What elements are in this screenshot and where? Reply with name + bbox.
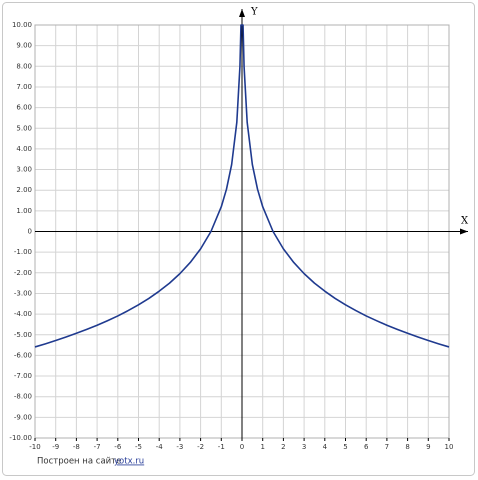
- y-axis-arrow: [239, 9, 245, 17]
- y-tick-label: 9.00: [16, 42, 32, 50]
- y-tick-label: 1.00: [16, 207, 32, 215]
- footer-text: Построен на сайте: [37, 457, 121, 467]
- y-tick-label: 2.00: [16, 186, 32, 194]
- x-tick-label: 1: [260, 443, 264, 451]
- x-tick-label: 5: [343, 443, 347, 451]
- x-tick-label: -2: [197, 443, 204, 451]
- y-tick-label: -5.00: [14, 331, 32, 339]
- x-tick-label: -9: [52, 443, 59, 451]
- x-tick-label: 9: [426, 443, 430, 451]
- x-tick-label: -4: [156, 443, 164, 451]
- x-tick-label: -1: [218, 443, 225, 451]
- y-tick-label: 5.00: [16, 124, 32, 132]
- x-tick-label: 3: [302, 443, 306, 451]
- y-tick-label: 6.00: [16, 104, 32, 112]
- y-tick-label: -9.00: [14, 413, 32, 421]
- y-tick-label: 8.00: [16, 62, 32, 70]
- y-tick-label: -10.00: [9, 434, 32, 442]
- frame: [2, 2, 475, 476]
- curve: [34, 24, 450, 348]
- y-tick-label: 0: [28, 228, 32, 236]
- x-tick-label: -10: [29, 443, 40, 451]
- y-tick-label: -6.00: [14, 351, 32, 359]
- y-tick-label: -2.00: [14, 269, 32, 277]
- y-tick-label: -4.00: [14, 310, 32, 318]
- x-tick-label: 10: [445, 443, 454, 451]
- y-tick-label: -3.00: [14, 289, 32, 297]
- x-tick-label: 8: [405, 443, 409, 451]
- y-tick-label: 7.00: [16, 83, 32, 91]
- x-axis-label: X: [461, 216, 469, 227]
- x-tick-label: -7: [94, 443, 101, 451]
- x-tick-label: -5: [135, 443, 142, 451]
- x-tick-label: 7: [385, 443, 389, 451]
- y-tick-label: -1.00: [14, 248, 32, 256]
- footer-link[interactable]: yotx.ru: [114, 457, 144, 467]
- x-tick-label: 2: [281, 443, 285, 451]
- x-tick-label: 0: [240, 443, 244, 451]
- x-tick-label: -8: [73, 443, 80, 451]
- x-tick-label: -6: [114, 443, 122, 451]
- y-axis-label: Y: [250, 7, 258, 18]
- y-tick-label: 4.00: [16, 145, 32, 153]
- x-tick-label: 4: [323, 443, 328, 451]
- y-tick-label: 10.00: [12, 21, 32, 29]
- x-axis-arrow: [460, 228, 468, 235]
- x-tick-label: -3: [176, 443, 183, 451]
- y-tick-label: 3.00: [16, 166, 32, 174]
- y-tick-label: -8.00: [14, 393, 32, 401]
- y-tick-label: -7.00: [14, 372, 32, 380]
- x-tick-label: 6: [364, 443, 369, 451]
